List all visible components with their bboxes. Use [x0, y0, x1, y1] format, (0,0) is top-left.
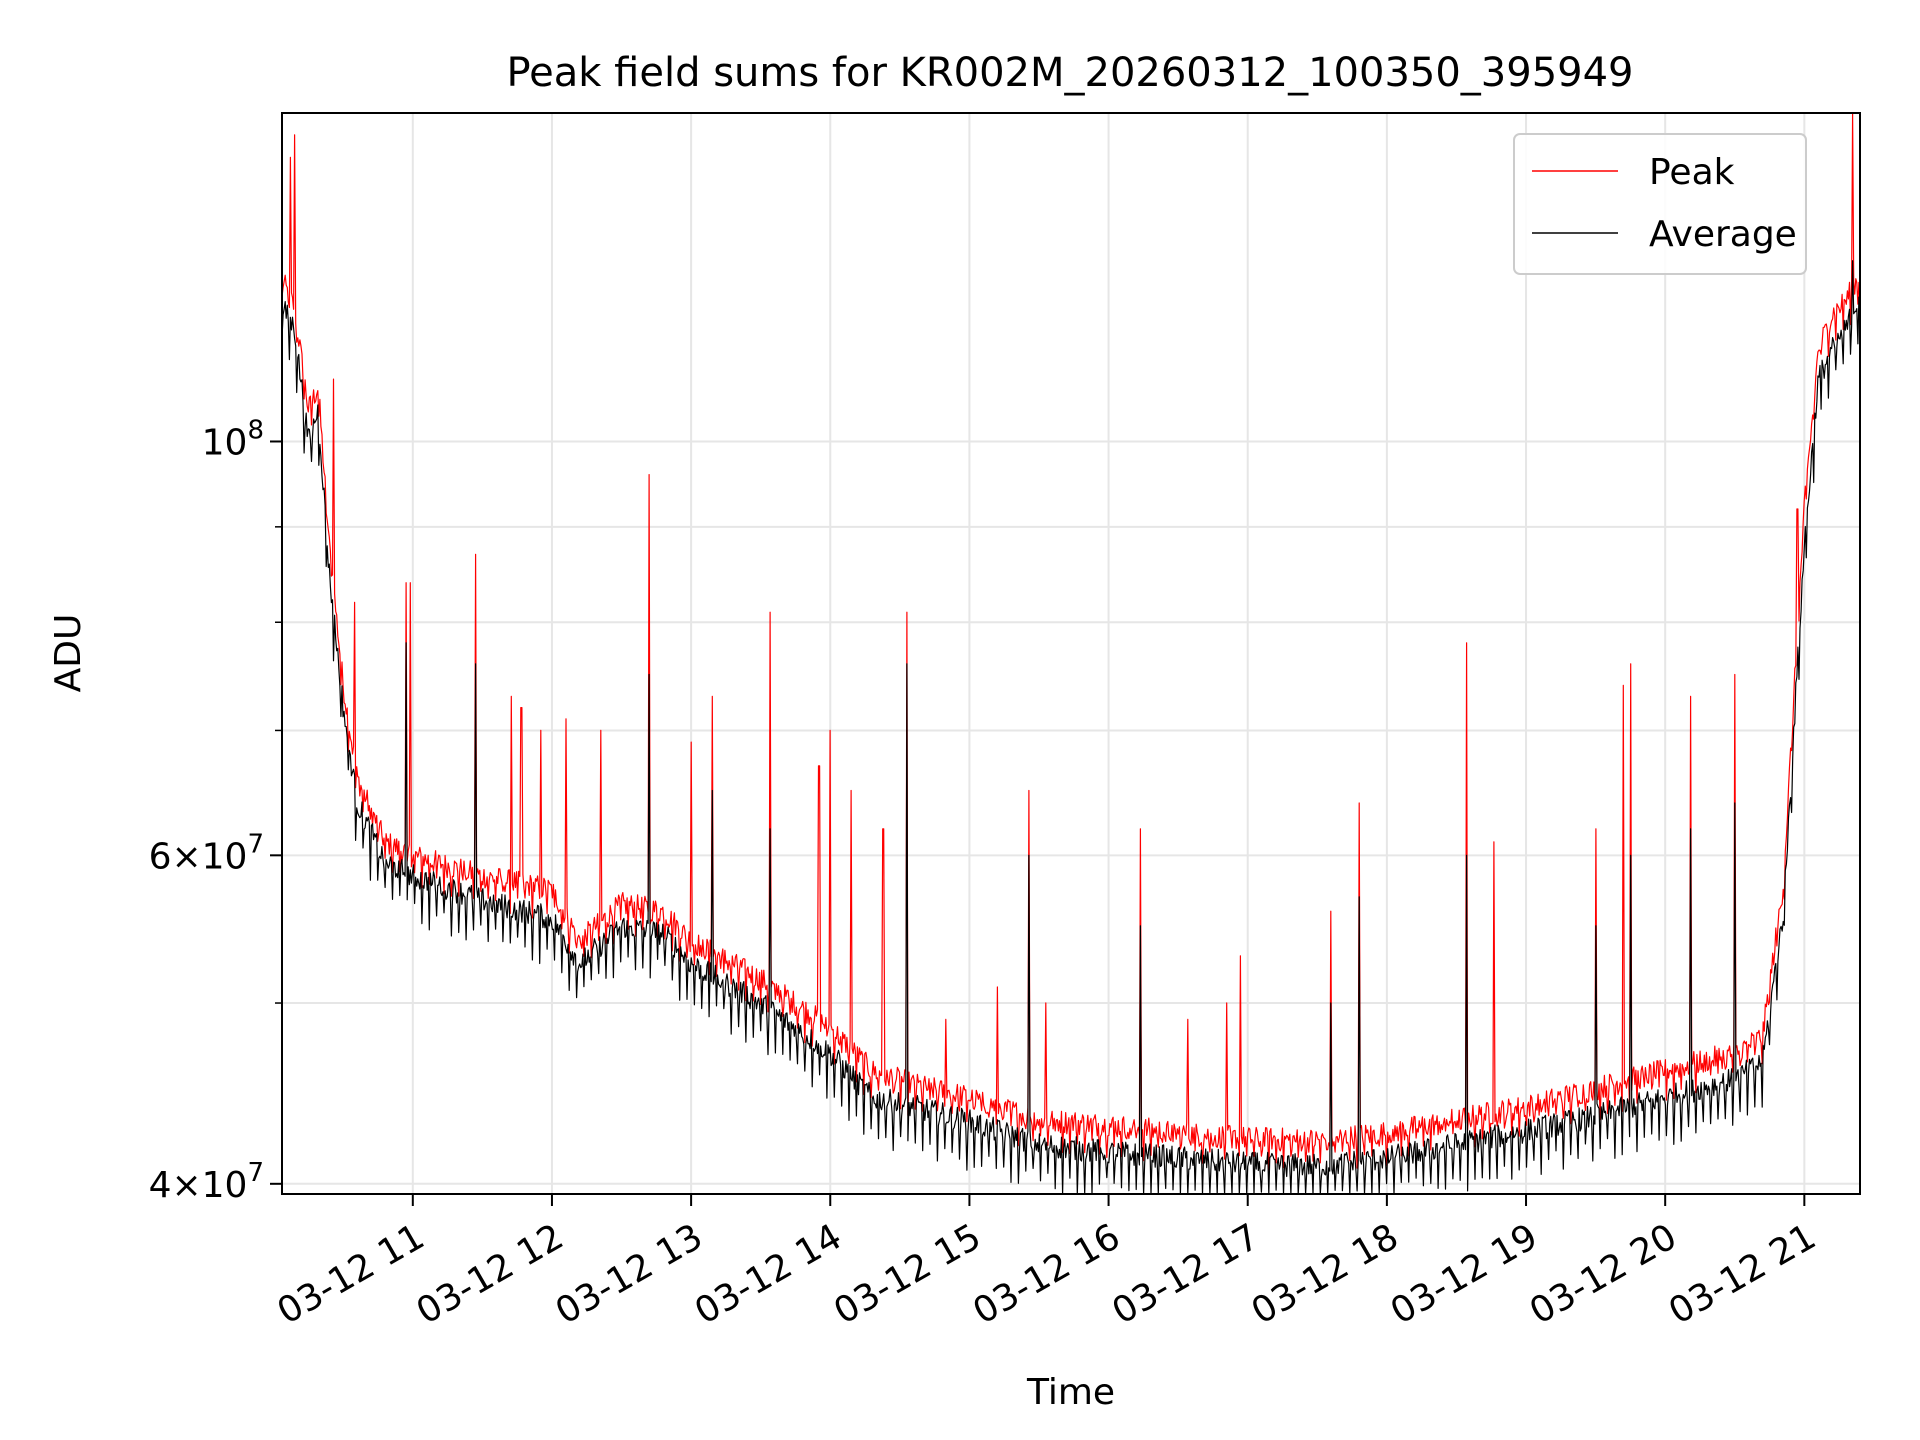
y-tick-label: 4×107 [149, 1158, 264, 1206]
y-axis: 4×107 6×107 108 [149, 415, 282, 1206]
legend-box [1513, 133, 1807, 275]
plot-frame [281, 112, 1861, 1195]
x-axis-label: Time [1026, 1372, 1115, 1413]
y-axis-label: ADU [48, 614, 89, 693]
legend-label-peak: Peak [1649, 152, 1735, 193]
legend-label-average: Average [1649, 214, 1797, 255]
legend: Peak Average [1513, 133, 1807, 275]
chart-title: Peak field sums for KR002M_20260312_1003… [506, 50, 1633, 96]
series-line-average [281, 260, 1861, 1195]
series-layer [281, 112, 1861, 1195]
y-tick-label: 108 [202, 415, 264, 463]
y-tick-label: 6×107 [149, 829, 264, 877]
grid-layer [282, 113, 1860, 1194]
